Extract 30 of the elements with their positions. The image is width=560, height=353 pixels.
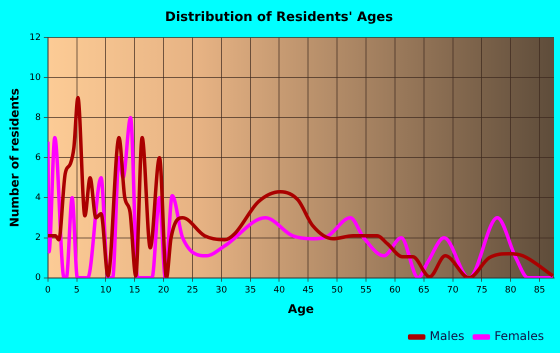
y-tick-label: 4 <box>35 193 42 204</box>
x-tick-label: 0 <box>44 286 51 296</box>
legend-label: Males <box>430 329 464 344</box>
x-tick-label: 30 <box>216 286 228 296</box>
x-tick-label: 15 <box>128 286 140 296</box>
y-axis-title: Number of residents <box>7 88 22 228</box>
chart-title: Distribution of Residents' Ages <box>165 10 394 26</box>
x-axis-title: Age <box>288 302 314 316</box>
x-tick-label: 10 <box>100 286 112 296</box>
x-tick-label: 80 <box>504 286 517 296</box>
y-tick-label: 8 <box>35 113 42 124</box>
x-tick-label: 25 <box>186 286 198 296</box>
x-tick-label: 70 <box>447 286 459 296</box>
y-tick-label: 2 <box>35 233 41 244</box>
y-tick-label: 6 <box>35 153 42 164</box>
x-tick-label: 35 <box>244 286 256 296</box>
x-tick-label: 40 <box>274 286 286 296</box>
x-tick-label: 20 <box>158 286 170 296</box>
legend-label: Females <box>494 329 544 344</box>
x-tick-label: 60 <box>389 286 401 296</box>
x-tick-label: 65 <box>418 286 430 296</box>
x-tick-label: 50 <box>331 286 344 296</box>
y-tick-label: 12 <box>29 32 41 43</box>
x-tick-label: 55 <box>360 286 372 296</box>
x-tick-label: 5 <box>74 286 80 296</box>
x-tick-label: 75 <box>476 286 488 296</box>
x-tick-label: 45 <box>302 286 314 296</box>
y-tick-label: 10 <box>29 72 42 83</box>
x-tick-label: 85 <box>534 286 546 296</box>
y-tick-label: 0 <box>35 273 42 284</box>
